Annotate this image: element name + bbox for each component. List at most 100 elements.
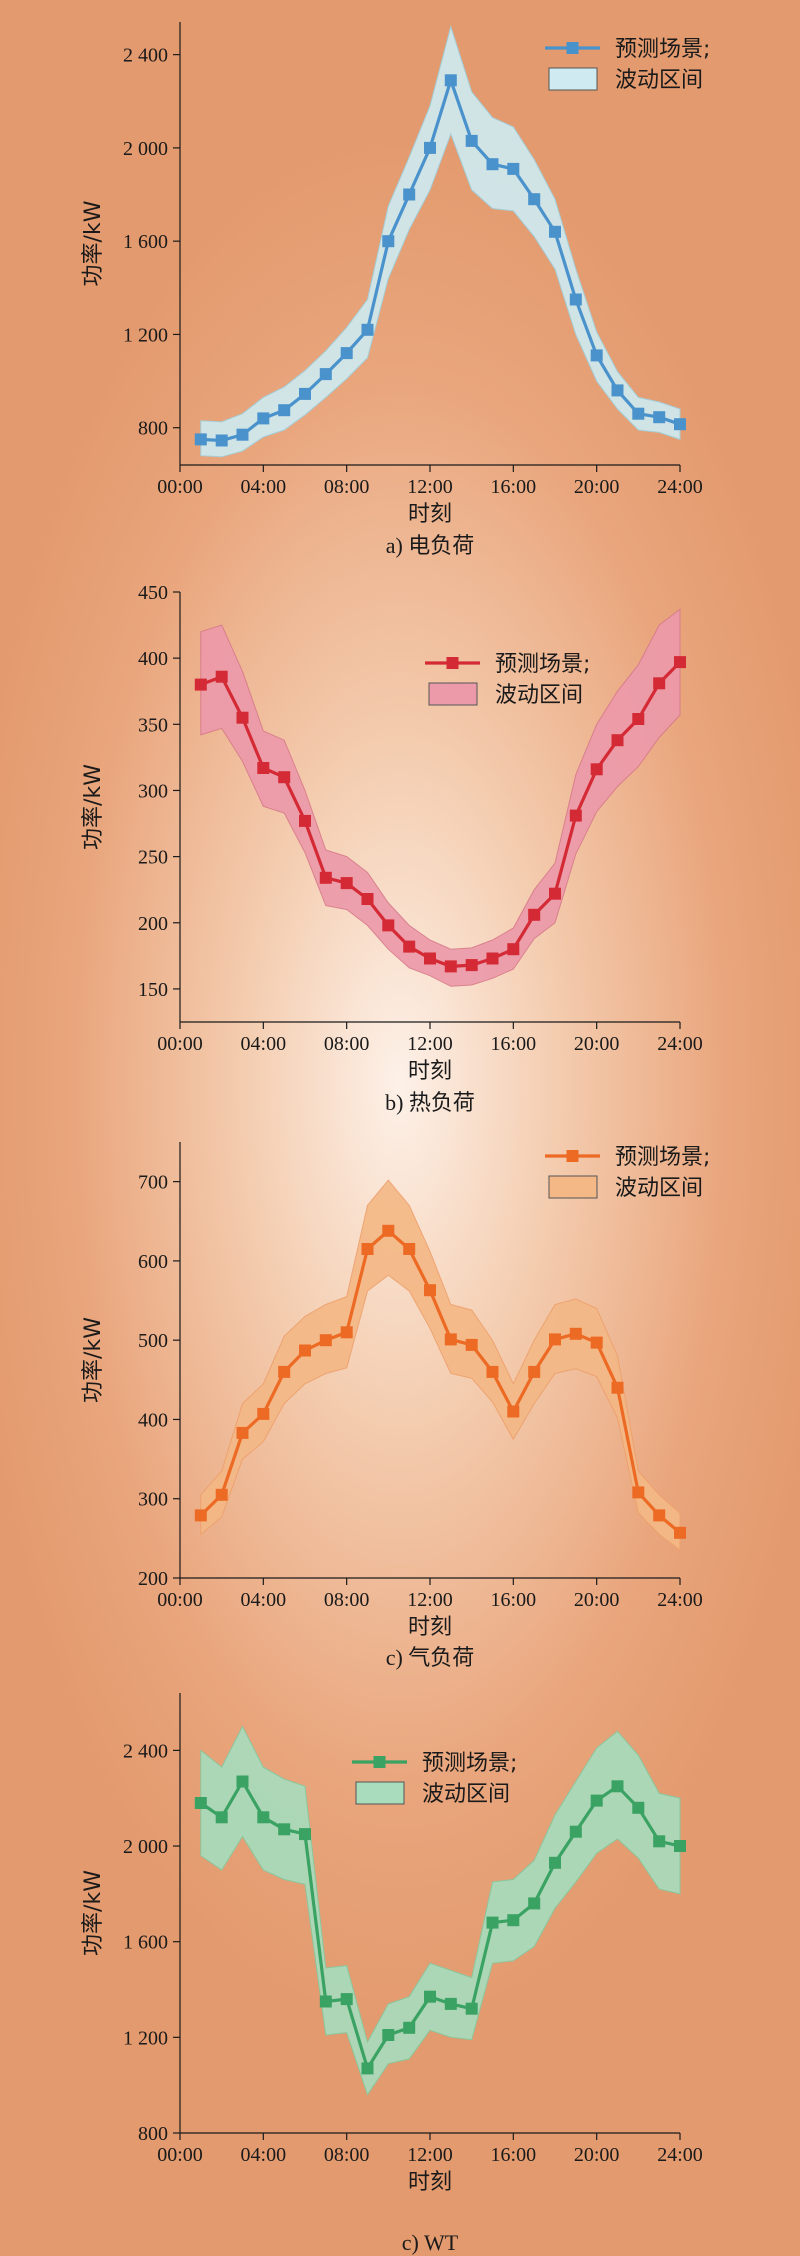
x-tick-label: 24:00 (657, 1589, 703, 1611)
legend-band-label: 波动区间 (495, 683, 583, 708)
data-point (257, 1811, 270, 1824)
data-point (674, 656, 686, 669)
y-tick-label: 600 (138, 1251, 168, 1273)
data-point (236, 428, 249, 441)
data-point (486, 1365, 499, 1378)
data-point (361, 893, 374, 905)
legend-band-swatch (548, 67, 598, 91)
data-point (444, 1997, 457, 2010)
y-tick-label: 1 600 (123, 231, 168, 253)
data-point (465, 2002, 478, 2015)
data-point (361, 323, 374, 336)
data-point (403, 1243, 416, 1255)
legend-band-label: 波动区间 (615, 1176, 703, 1201)
data-point (632, 1801, 645, 1814)
data-point (299, 1828, 311, 1841)
data-point (674, 418, 686, 431)
x-tick-label: 20:00 (574, 2144, 620, 2166)
legend-band-label: 波动区间 (422, 1782, 510, 1807)
y-axis-label: 功率/kW (81, 1317, 106, 1403)
x-axis-label: 时刻 (408, 1059, 452, 1084)
x-tick-label: 12:00 (407, 2144, 453, 2166)
data-point (194, 1797, 207, 1809)
legend-marker-swatch (566, 1150, 579, 1162)
y-tick-label: 250 (138, 847, 168, 869)
x-tick-label: 20:00 (574, 1033, 620, 1055)
data-point (278, 404, 291, 417)
data-point (444, 960, 457, 973)
data-point (465, 134, 478, 147)
data-point (361, 2062, 374, 2075)
data-point (319, 871, 332, 884)
data-point (319, 1995, 332, 2008)
data-point (486, 158, 499, 171)
data-point (361, 1243, 374, 1255)
data-point (319, 368, 332, 381)
data-point (611, 734, 624, 747)
data-point (299, 387, 311, 400)
data-point (611, 1780, 624, 1793)
data-point (382, 1224, 395, 1237)
legend: 预测场景; 波动区间 (545, 37, 710, 93)
legend-series-label: 预测场景; (615, 37, 710, 62)
data-point (507, 1914, 520, 1927)
x-tick-label: 12:00 (407, 1589, 453, 1611)
x-tick-label: 16:00 (491, 1589, 537, 1611)
data-point (653, 1835, 666, 1848)
y-tick-label: 2 400 (123, 45, 168, 67)
legend-band-swatch (548, 1175, 598, 1199)
data-point (215, 434, 228, 447)
data-point (257, 412, 270, 425)
data-point (653, 411, 666, 424)
y-tick-label: 1 200 (123, 2027, 168, 2049)
data-point (611, 1381, 624, 1394)
data-point (632, 713, 645, 725)
x-tick-label: 20:00 (574, 1589, 620, 1611)
data-point (257, 762, 270, 774)
data-point (549, 1856, 561, 1869)
y-tick-label: 150 (138, 979, 168, 1001)
y-tick-label: 2 400 (123, 1740, 168, 1762)
x-tick-label: 24:00 (657, 2144, 703, 2166)
y-tick-label: 1 200 (123, 324, 168, 346)
data-point (236, 711, 249, 724)
data-point (319, 1334, 332, 1347)
data-point (215, 1811, 228, 1824)
data-point (278, 771, 291, 784)
x-tick-label: 04:00 (241, 476, 287, 498)
y-tick-label: 2 000 (123, 138, 168, 160)
data-point (590, 1794, 603, 1807)
data-point (590, 763, 603, 776)
x-tick-label: 08:00 (324, 1033, 370, 1055)
data-point (528, 193, 541, 206)
legend: 预测场景; 波动区间 (545, 1145, 710, 1201)
data-point (653, 1509, 666, 1522)
y-tick-label: 200 (138, 1568, 168, 1590)
fluctuation-band (200, 608, 681, 987)
data-point (465, 959, 478, 972)
y-tick-label: 300 (138, 1489, 168, 1511)
data-point (340, 347, 353, 360)
y-tick-label: 700 (138, 1172, 168, 1194)
y-tick-label: 800 (138, 2123, 168, 2145)
data-point (424, 952, 436, 965)
data-point (590, 349, 603, 362)
data-point (549, 887, 561, 900)
data-point (569, 809, 582, 822)
fluctuation-band (200, 1179, 681, 1552)
x-tick-label: 16:00 (491, 1033, 537, 1055)
data-point (569, 1327, 582, 1340)
data-point (549, 225, 561, 238)
data-point (424, 1990, 436, 2003)
y-axis-label: 功率/kW (81, 1870, 106, 1956)
y-tick-label: 400 (138, 648, 168, 670)
data-point (236, 1426, 249, 1439)
chart-panel-3: 200 300 400 500 600 700 00:00 04:00 08:00 12:00 16… (81, 1142, 710, 1670)
data-point (340, 1326, 353, 1339)
x-tick-label: 20:00 (574, 476, 620, 498)
data-point (528, 908, 541, 921)
legend-series-label: 预测场景; (615, 1145, 710, 1170)
x-tick-label: 08:00 (324, 476, 370, 498)
data-point (340, 877, 353, 890)
legend-series-label: 预测场景; (422, 1751, 517, 1776)
